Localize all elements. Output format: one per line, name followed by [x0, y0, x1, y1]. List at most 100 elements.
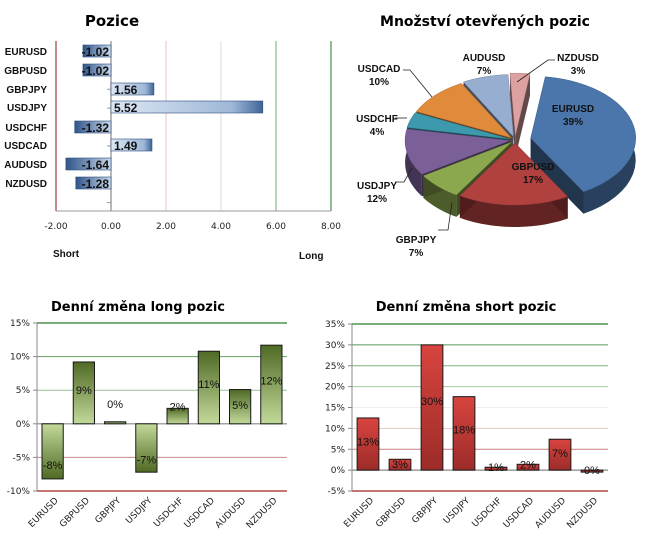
- pozice-category-label: EURUSD: [5, 47, 47, 58]
- x-category-label: GBPJPY: [410, 496, 440, 526]
- pie-slice-wall: [530, 138, 584, 214]
- pie-slice-usdchf: [406, 112, 511, 140]
- pie-percent: 7%: [409, 248, 424, 259]
- pie-slice-usdjpy: [404, 128, 511, 175]
- bar: [135, 423, 158, 473]
- bar-data-label: 2%: [520, 459, 536, 471]
- y-tick-label: 5%: [331, 445, 346, 455]
- pie-slice-eurusd: [530, 76, 636, 192]
- pie-percent: 12%: [367, 194, 387, 205]
- pie-percent: 3%: [571, 66, 586, 77]
- short-change-chart: Denní změna short pozic 35%30%25%20%15%1…: [325, 300, 608, 531]
- pozice-bar: [75, 176, 112, 190]
- bar: [229, 389, 252, 425]
- y-tick-label: 20%: [325, 383, 345, 393]
- pie-label: GBPUSD: [512, 162, 555, 173]
- pozice-data-label: 1.56: [114, 83, 138, 97]
- pozice-data-label: 1.49: [114, 139, 138, 153]
- pozice-category-label: USDJPY: [7, 103, 47, 114]
- x-category-label: NZDUSD: [245, 496, 280, 531]
- pie-percent: 4%: [370, 127, 385, 138]
- pozice-long-label: Long: [299, 251, 323, 262]
- pozice-category-label: GBPJPY: [6, 85, 47, 96]
- pie-slices: [404, 72, 636, 227]
- bar-data-label: -8%: [43, 460, 63, 472]
- x-category-label: EURUSD: [342, 496, 376, 530]
- pozice-tick-label: 8.00: [321, 222, 341, 232]
- pozice-bar: [74, 120, 112, 134]
- pie-chart: Množství otevřených pozic EURUSD 39% GBPUS…: [356, 14, 636, 259]
- y-tick-label: -5%: [12, 453, 30, 463]
- bar-data-label: 11%: [198, 379, 219, 391]
- bar-data-label: 5%: [232, 400, 248, 412]
- pozice-tick-label: 2.00: [156, 222, 176, 232]
- pozice-data-label: -1.02: [82, 45, 110, 59]
- x-category-label: USDCAD: [502, 496, 536, 530]
- y-tick-label: 30%: [325, 341, 345, 351]
- x-category-label: USDCAD: [183, 496, 217, 530]
- pie-label: USDCHF: [356, 114, 398, 125]
- pie-slice-side: [405, 129, 422, 197]
- pozice-category-label: NZDUSD: [5, 179, 47, 190]
- x-category-label: NZDUSD: [565, 496, 600, 531]
- pozice-title: Pozice: [85, 12, 139, 30]
- pie-label: NZDUSD: [557, 53, 599, 64]
- y-tick-label: 25%: [325, 362, 345, 372]
- bar: [580, 469, 604, 473]
- long-change-chart: Denní změna long pozic 15% 10% 5% 0% -5% -10%…: [7, 300, 287, 531]
- bar: [41, 423, 64, 480]
- pie-slice-gbpjpy: [422, 141, 512, 196]
- pie-label: EURUSD: [552, 104, 594, 115]
- x-category-label: AUDUSD: [214, 496, 249, 531]
- x-category-label: EURUSD: [27, 496, 61, 530]
- pie-label: USDCAD: [358, 64, 401, 75]
- y-tick-label: 10%: [10, 353, 30, 363]
- pozice-bar: [82, 44, 112, 58]
- bar: [548, 438, 572, 471]
- bar: [516, 463, 540, 471]
- pozice-tick-label: 0.00: [101, 222, 121, 232]
- pozice-data-label: -1.28: [82, 177, 110, 191]
- pozice-data-label: 5.52: [114, 101, 138, 115]
- bar: [260, 344, 283, 425]
- pozice-chart: Pozice -2.00 0.00 2.00 4.00 6.00 8.00 EURUSD -…: [4, 12, 341, 262]
- pie-slice-usdcad: [415, 83, 513, 139]
- pie-title: Množství otevřených pozic: [380, 14, 590, 30]
- pie-slice-wall: [510, 73, 516, 158]
- pozice-category-label: AUDUSD: [4, 160, 47, 171]
- pozice-bar: [82, 63, 112, 77]
- bar: [166, 407, 189, 425]
- bar: [420, 344, 444, 471]
- pozice-bar: [110, 82, 155, 96]
- bar-data-label: 18%: [453, 425, 475, 437]
- pozice-bars: EURUSD -1.02 GBPUSD -1.02 GBPJPY 1.56 USDJPY 5.…: [4, 44, 264, 191]
- pozice-category-label: GBPUSD: [4, 66, 47, 77]
- y-tick-label: 35%: [325, 320, 345, 330]
- bar-data-label: 30%: [421, 396, 443, 408]
- y-tick-label: 15%: [10, 319, 30, 329]
- pie-percent: 39%: [563, 117, 583, 128]
- bar: [484, 466, 508, 471]
- pozice-data-label: -1.32: [82, 121, 110, 135]
- bar-data-label: 0%: [584, 465, 600, 477]
- pozice-short-label: Short: [53, 249, 80, 260]
- bar-data-label: -7%: [137, 454, 157, 466]
- bar-data-label: 2%: [170, 401, 186, 413]
- bar: [104, 421, 127, 425]
- x-category-label: GBPJPY: [94, 496, 124, 526]
- long-bars: -8% EURUSD 9% GBPUSD 0% GBPJPY -7% USDJPY 2% USDC…: [27, 344, 283, 531]
- bar-data-label: 9%: [76, 385, 92, 397]
- pie-leader-line: [403, 69, 433, 98]
- bar-data-label: 7%: [552, 448, 568, 460]
- pie-label: AUDUSD: [463, 53, 506, 64]
- pie-slice-audusd: [463, 74, 514, 138]
- y-tick-label: 0%: [16, 420, 31, 430]
- pozice-bar: [110, 100, 264, 114]
- pozice-tick-label: 6.00: [266, 222, 286, 232]
- pie-label: USDJPY: [357, 181, 397, 192]
- pozice-data-label: -1.64: [82, 158, 110, 172]
- bar-data-label: 3%: [392, 459, 408, 471]
- y-tick-label: 15%: [325, 404, 345, 414]
- pie-percent: 17%: [523, 175, 543, 186]
